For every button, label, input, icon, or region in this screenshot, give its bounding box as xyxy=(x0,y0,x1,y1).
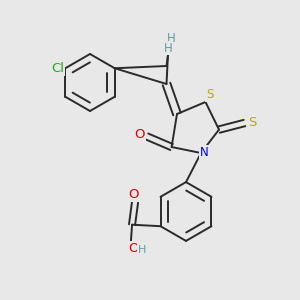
Text: S: S xyxy=(248,116,256,130)
Text: Cl: Cl xyxy=(51,62,64,75)
Text: H: H xyxy=(167,32,176,45)
Text: O: O xyxy=(134,128,145,142)
Text: H: H xyxy=(138,244,146,255)
Text: O: O xyxy=(128,242,139,255)
Text: O: O xyxy=(128,188,139,201)
Text: H: H xyxy=(164,41,172,55)
Text: N: N xyxy=(200,146,208,159)
Text: S: S xyxy=(206,88,214,101)
